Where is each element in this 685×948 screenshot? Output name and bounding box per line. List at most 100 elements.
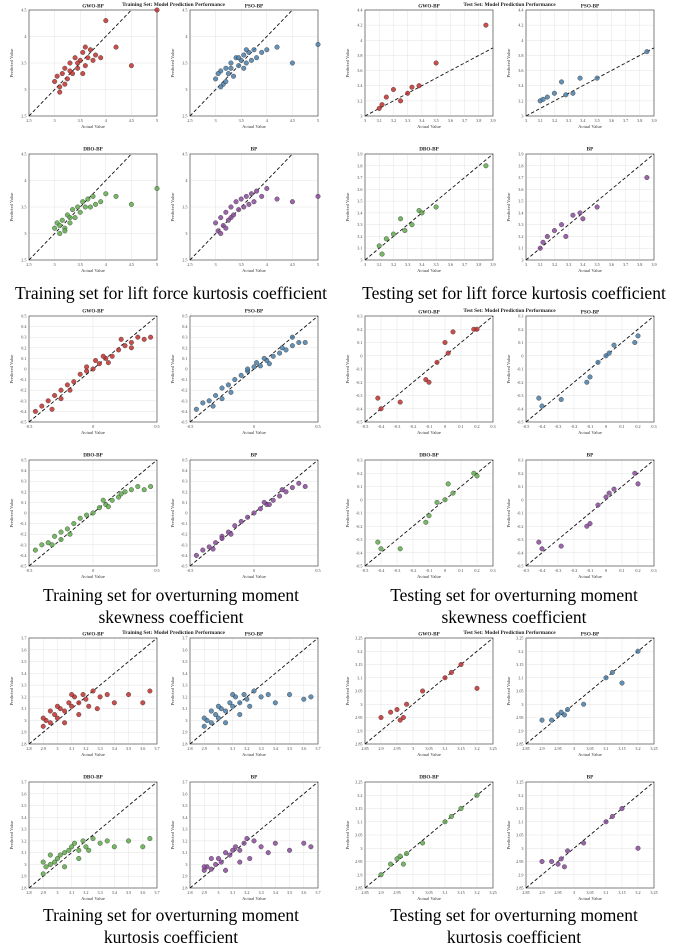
x-tick-label: 2.9 bbox=[41, 890, 46, 895]
y-axis-label: Predicted Value bbox=[345, 193, 350, 222]
data-point bbox=[223, 209, 229, 215]
y-tick-label: 3.5 bbox=[182, 659, 187, 664]
data-point bbox=[379, 102, 385, 108]
data-point bbox=[483, 163, 489, 169]
data-point bbox=[241, 52, 247, 58]
data-point bbox=[215, 856, 221, 862]
y-tick-label: 3 bbox=[185, 87, 187, 92]
y-tick-label: 3.5 bbox=[182, 205, 187, 210]
y-axis-label: Predicted Value bbox=[9, 821, 14, 850]
data-point bbox=[67, 68, 73, 74]
x-tick-label: 2.85 bbox=[522, 890, 529, 895]
panel-title: PSO-BP bbox=[245, 3, 264, 9]
y-tick-label: 0 bbox=[24, 511, 26, 516]
y-tick-label: -0.2 bbox=[517, 524, 524, 529]
data-point bbox=[257, 363, 263, 369]
data-point bbox=[86, 847, 92, 853]
y-tick-label: 3 bbox=[521, 114, 523, 119]
data-point bbox=[228, 204, 234, 210]
x-tick-label: 4 bbox=[266, 262, 269, 267]
data-point bbox=[58, 387, 64, 393]
x-tick-label: 3.5 bbox=[126, 746, 131, 751]
data-point bbox=[264, 47, 270, 53]
data-point bbox=[128, 345, 134, 351]
y-tick-label: 0.2 bbox=[357, 471, 362, 476]
data-point bbox=[87, 204, 93, 210]
caption-ot-kurt-test: Testing set for overturning moment kurtos… bbox=[390, 905, 638, 947]
x-axis-label: Actual Value bbox=[81, 574, 105, 579]
panel-dbo-bp: 2.8 2.9 3 3.1 3.2 3.3 3.4 3.5 3.6 3.7 2.8 2.9 3 3.1 3.… bbox=[9, 774, 160, 901]
x-tick-label: 3.3 bbox=[405, 118, 410, 123]
data-point bbox=[400, 861, 406, 867]
y-tick-label: -0.5 bbox=[20, 420, 27, 425]
data-point bbox=[75, 65, 81, 71]
data-point bbox=[66, 700, 72, 706]
reference-line bbox=[525, 459, 655, 567]
y-tick-label: 3.2 bbox=[357, 98, 362, 103]
x-axis-label: Actual Value bbox=[578, 268, 602, 273]
data-point bbox=[558, 543, 564, 549]
y-tick-label: 0.2 bbox=[21, 345, 26, 350]
data-point bbox=[52, 859, 58, 865]
x-tick-label: 2.8 bbox=[187, 890, 192, 895]
x-tick-label: 3 bbox=[525, 262, 527, 267]
y-tick-label: -0.3 bbox=[20, 398, 27, 403]
data-point bbox=[237, 700, 243, 706]
data-point bbox=[587, 521, 593, 527]
data-point bbox=[141, 487, 147, 493]
x-tick-label: 3.1 bbox=[538, 118, 543, 123]
data-point bbox=[54, 856, 60, 862]
x-tick-label: 3.5 bbox=[78, 262, 83, 267]
y-tick-label: 3.2 bbox=[518, 793, 523, 798]
x-tick-label: 3 bbox=[412, 746, 414, 751]
y-axis-label: Predicted Value bbox=[9, 355, 14, 384]
panel-title: PSO-BP bbox=[581, 309, 600, 315]
y-tick-label: 3.1 bbox=[357, 675, 362, 680]
data-point bbox=[84, 364, 90, 370]
y-tick-label: -0.4 bbox=[20, 409, 28, 414]
y-tick-label: 2.95 bbox=[516, 859, 523, 864]
reference-line bbox=[364, 47, 494, 117]
data-point bbox=[296, 480, 302, 486]
x-tick-label: 3.9 bbox=[490, 118, 495, 123]
data-point bbox=[397, 853, 403, 859]
x-tick-label: 4.5 bbox=[129, 118, 134, 123]
y-tick-label: 3 bbox=[185, 231, 187, 236]
data-point bbox=[404, 851, 410, 857]
x-axis-label: Actual Value bbox=[242, 124, 266, 129]
x-tick-label: 3.15 bbox=[457, 890, 464, 895]
y-tick-label: 2.5 bbox=[182, 258, 187, 263]
data-point bbox=[62, 81, 68, 87]
y-tick-label: 3.8 bbox=[357, 53, 362, 58]
y-tick-label: 3 bbox=[185, 862, 187, 867]
plot-frame bbox=[525, 9, 655, 117]
y-tick-label: -0.2 bbox=[356, 524, 363, 529]
chart-lift-kurt-test-2: 3 3.1 3.2 3.3 3.4 3.5 3.6 3.7 3.8 3.9 3 3.1 3.2 3.3 3.… bbox=[345, 146, 657, 273]
y-tick-label: 0.5 bbox=[21, 314, 26, 319]
chart-ot-skew-train: -0.5 0 0.5 -0.5 -0.4 -0.3 -0.2 -0.1 0 0.1 0.2 0.3 0.… bbox=[9, 308, 321, 435]
x-axis-label: Actual Value bbox=[81, 752, 105, 757]
y-tick-label: 3.15 bbox=[355, 662, 362, 667]
plot-frame bbox=[28, 781, 158, 889]
data-point bbox=[283, 489, 289, 495]
x-tick-label: 0.1 bbox=[619, 568, 624, 573]
data-point bbox=[135, 484, 141, 489]
y-tick-label: 0.2 bbox=[182, 345, 187, 350]
y-axis-label: Predicted Value bbox=[170, 677, 175, 706]
y-tick-label: 0.5 bbox=[21, 458, 26, 463]
data-point bbox=[47, 708, 53, 714]
data-point bbox=[76, 847, 82, 853]
x-tick-label: 0.2 bbox=[635, 424, 640, 429]
data-point bbox=[96, 505, 102, 511]
y-tick-label: 4.2 bbox=[357, 23, 362, 28]
data-point bbox=[70, 207, 75, 213]
panel-title: GWO-BP bbox=[418, 631, 440, 637]
y-tick-label: 0.4 bbox=[21, 468, 27, 473]
y-tick-label: -0.4 bbox=[20, 553, 28, 558]
x-tick-label: 3 bbox=[412, 890, 414, 895]
y-tick-label: 0.2 bbox=[518, 327, 523, 332]
y-tick-label: -0.3 bbox=[356, 393, 363, 398]
data-point bbox=[563, 92, 569, 98]
plot-frame bbox=[364, 459, 494, 567]
y-tick-label: -0.5 bbox=[517, 420, 524, 425]
